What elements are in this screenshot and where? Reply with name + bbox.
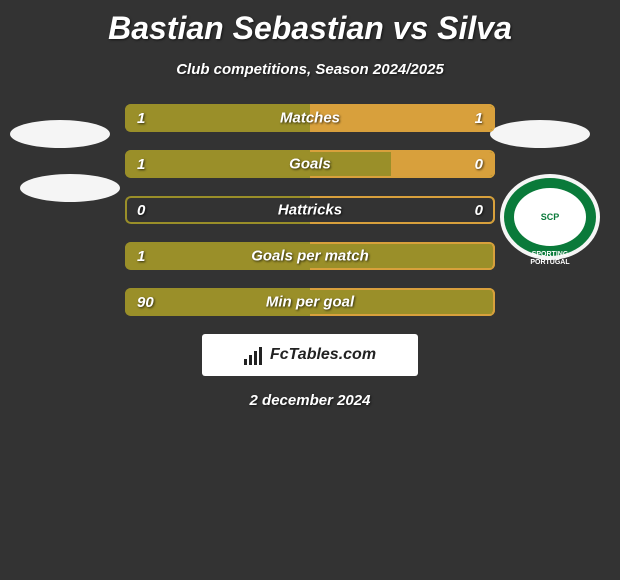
stat-row: 90 Min per goal bbox=[125, 288, 495, 316]
stat-label: Goals bbox=[289, 156, 331, 173]
stat-row: 0 0 Hattricks bbox=[125, 196, 495, 224]
stat-row: 1 0 Goals bbox=[125, 150, 495, 178]
stat-label: Matches bbox=[280, 110, 340, 127]
stat-label: Hattricks bbox=[278, 202, 342, 219]
stat-value-left: 0 bbox=[137, 196, 145, 224]
branding-text: FcTables.com bbox=[270, 346, 376, 364]
date-text: 2 december 2024 bbox=[0, 392, 620, 409]
stat-row: 1 Goals per match bbox=[125, 242, 495, 270]
stat-row: 1 1 Matches bbox=[125, 104, 495, 132]
page-title: Bastian Sebastian vs Silva bbox=[0, 0, 620, 47]
branding-box: FcTables.com bbox=[202, 334, 418, 376]
stat-value-left: 1 bbox=[137, 104, 145, 132]
stat-value-right: 1 bbox=[475, 104, 483, 132]
stat-value-left: 1 bbox=[137, 150, 145, 178]
player-left-avatar bbox=[10, 120, 110, 148]
stat-value-left: 90 bbox=[137, 288, 154, 316]
stat-label: Min per goal bbox=[266, 294, 354, 311]
stats-area: SCP SPORTING PORTUGAL 11Matches10Goals00… bbox=[0, 104, 620, 409]
club-badge-sub: SPORTING bbox=[532, 251, 569, 258]
bar-left bbox=[125, 150, 391, 178]
club-badge-sub2: PORTUGAL bbox=[530, 259, 569, 266]
subtitle: Club competitions, Season 2024/2025 bbox=[0, 61, 620, 78]
player-right-avatar bbox=[490, 120, 590, 148]
stat-value-right: 0 bbox=[475, 196, 483, 224]
stat-label: Goals per match bbox=[251, 248, 369, 265]
stat-value-left: 1 bbox=[137, 242, 145, 270]
bar-chart-icon bbox=[244, 345, 264, 365]
club-badge-abbr: SCP bbox=[541, 212, 560, 222]
stat-value-right: 0 bbox=[475, 150, 483, 178]
club-right-badge: SCP SPORTING PORTUGAL bbox=[500, 174, 600, 260]
club-left-oval bbox=[20, 174, 120, 202]
